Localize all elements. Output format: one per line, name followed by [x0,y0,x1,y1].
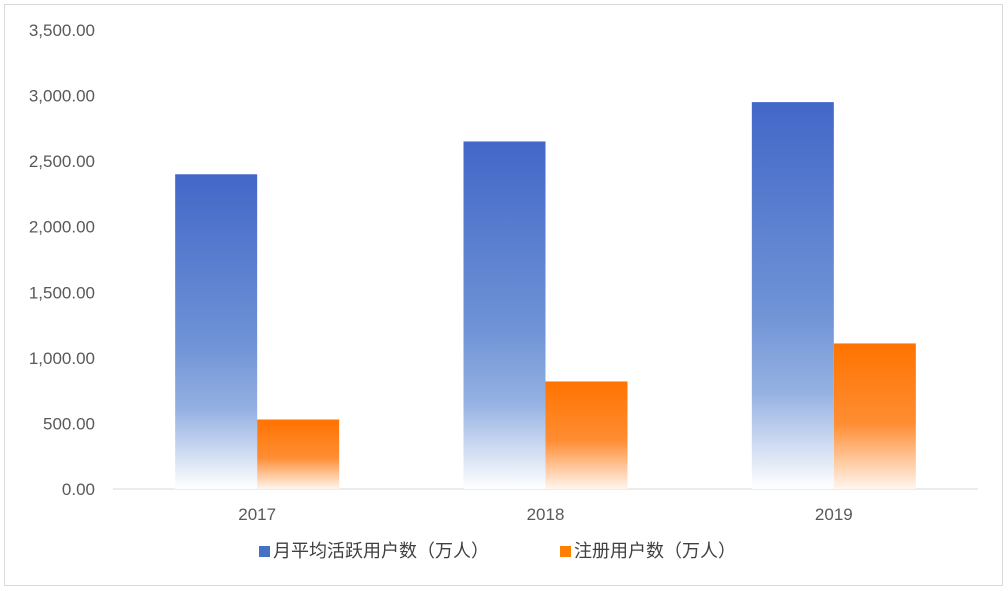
legend: 月平均活跃用户数（万人） 注册用户数（万人） [259,541,736,562]
legend-swatch [259,546,270,557]
y-tick-label: 0.00 [62,480,95,499]
y-axis-tick-labels: 0.00 500.00 1,000.00 1,500.00 2,000.00 2,500.… [29,21,95,499]
y-tick-label: 1,500.00 [29,283,95,302]
x-tick-label: 2017 [238,505,276,524]
x-tick-label: 2018 [527,505,565,524]
legend-label: 月平均活跃用户数（万人） [273,541,489,562]
bars [175,102,916,489]
y-tick-label: 2,500.00 [29,152,95,171]
bar-active-users-2017 [175,174,258,489]
x-axis-tick-labels: 2017 2018 2019 [238,505,852,524]
x-tick-label: 2019 [815,505,853,524]
bar-registered-users-2018 [545,381,628,489]
y-tick-label: 3,500.00 [29,21,95,40]
y-tick-label: 1,000.00 [29,349,95,368]
bar-registered-users-2017 [257,419,340,489]
chart-frame: 0.00 500.00 1,000.00 1,500.00 2,000.00 2,500.… [4,4,1003,586]
bar-chart: 0.00 500.00 1,000.00 1,500.00 2,000.00 2,500.… [29,21,978,562]
bar-active-users-2019 [751,102,834,489]
y-tick-label: 3,000.00 [29,87,95,106]
y-tick-label: 500.00 [43,414,95,433]
legend-label: 注册用户数（万人） [574,541,736,562]
bar-registered-users-2019 [833,343,916,489]
bar-active-users-2018 [463,141,546,489]
y-tick-label: 2,000.00 [29,218,95,237]
legend-swatch [560,546,571,557]
